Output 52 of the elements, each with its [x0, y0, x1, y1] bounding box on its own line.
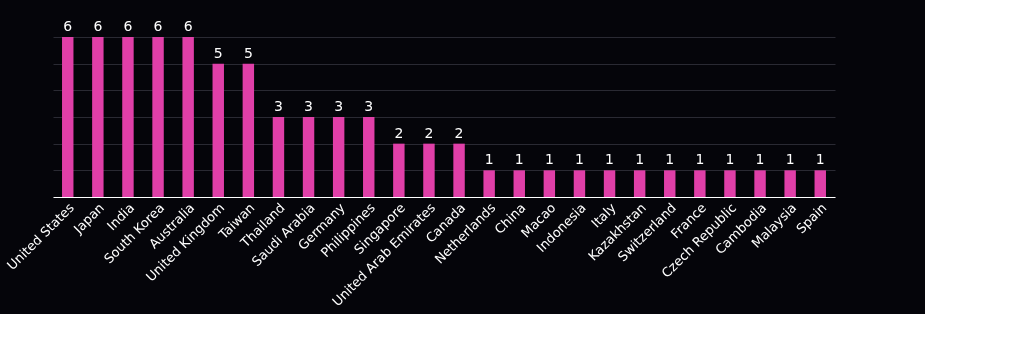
data-label: 1: [695, 151, 705, 168]
data-label: 1: [665, 151, 675, 168]
bar: [633, 170, 646, 197]
bar: [272, 117, 285, 197]
bar: [573, 170, 586, 197]
bar: [453, 143, 465, 197]
data-label: 6: [183, 18, 193, 34]
data-label: 6: [123, 18, 133, 34]
data-label: 2: [424, 124, 434, 141]
data-label: 6: [153, 18, 163, 34]
bar: [393, 143, 405, 197]
data-label: 6: [63, 18, 73, 34]
bar: [92, 37, 104, 197]
bar: [212, 63, 224, 197]
data-label: 1: [725, 151, 735, 168]
data-label: 1: [635, 151, 645, 168]
data-label: 5: [213, 44, 223, 61]
data-label: 1: [815, 151, 825, 168]
bar: [363, 117, 375, 197]
bar: [724, 170, 736, 197]
data-label: 1: [755, 151, 765, 168]
data-label: 3: [334, 98, 344, 114]
data-label: 2: [454, 124, 464, 141]
bar: [242, 63, 255, 197]
data-label: 5: [243, 44, 253, 61]
bar: [754, 170, 766, 197]
bar: [664, 170, 676, 197]
bar: [182, 37, 194, 197]
bar: [784, 170, 796, 197]
data-label: 1: [785, 151, 795, 168]
bar: [423, 143, 435, 197]
data-label: 3: [304, 98, 314, 114]
data-label: 1: [574, 151, 584, 168]
data-label: 6: [93, 18, 103, 34]
bar: [513, 170, 525, 197]
data-label: 2: [394, 124, 404, 141]
data-label: 1: [514, 151, 524, 168]
bar: [814, 170, 826, 197]
bar: [62, 37, 74, 197]
data-label: 1: [484, 151, 494, 168]
data-label: 1: [605, 151, 615, 168]
data-label: 3: [364, 98, 374, 114]
bar: [483, 170, 495, 197]
bar: [603, 170, 616, 197]
bar: [302, 117, 315, 197]
data-label: 3: [273, 98, 283, 114]
bar: [694, 170, 706, 197]
bar: [152, 37, 164, 197]
bar: [543, 170, 556, 197]
bar: [122, 37, 134, 197]
bar: [332, 117, 345, 197]
data-label: 1: [544, 151, 554, 168]
